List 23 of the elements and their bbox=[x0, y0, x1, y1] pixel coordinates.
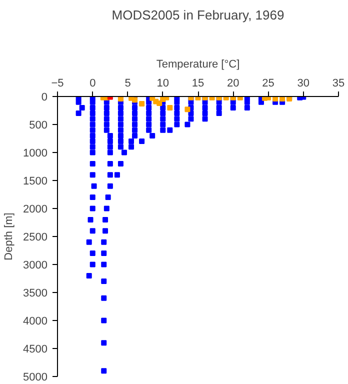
x-tick-label: 35 bbox=[332, 78, 345, 90]
x-tick-label: 5 bbox=[124, 78, 131, 90]
x-tick-label: 10 bbox=[156, 78, 170, 90]
x-tick-label: 15 bbox=[192, 78, 204, 90]
y-tick-label: 0 bbox=[41, 92, 48, 104]
y-tick-label: 2500 bbox=[23, 232, 48, 244]
y-tick-label: 2000 bbox=[23, 204, 48, 216]
y-tick-label: 3000 bbox=[23, 260, 48, 272]
y-tick-label: 4500 bbox=[23, 344, 48, 356]
y-tick-label: 1000 bbox=[23, 148, 48, 160]
x-tick-label: 20 bbox=[227, 78, 240, 90]
x-axis-title: Temperature [°C] bbox=[156, 58, 240, 70]
y-tick-label: 3500 bbox=[23, 288, 48, 300]
x-tick-label: −5 bbox=[51, 78, 64, 90]
y-tick-label: 4000 bbox=[23, 316, 48, 328]
x-tick-label: 0 bbox=[90, 78, 96, 90]
chart-title: MODS2005 in February, 1969 bbox=[112, 8, 284, 22]
x-tick-label: 25 bbox=[262, 78, 274, 90]
y-axis-title: Depth [m] bbox=[3, 212, 16, 260]
x-tick-label: 30 bbox=[297, 78, 310, 90]
y-tick-label: 1500 bbox=[23, 176, 48, 188]
y-tick-label: 500 bbox=[29, 120, 48, 132]
y-tick-label: 5000 bbox=[23, 372, 48, 384]
